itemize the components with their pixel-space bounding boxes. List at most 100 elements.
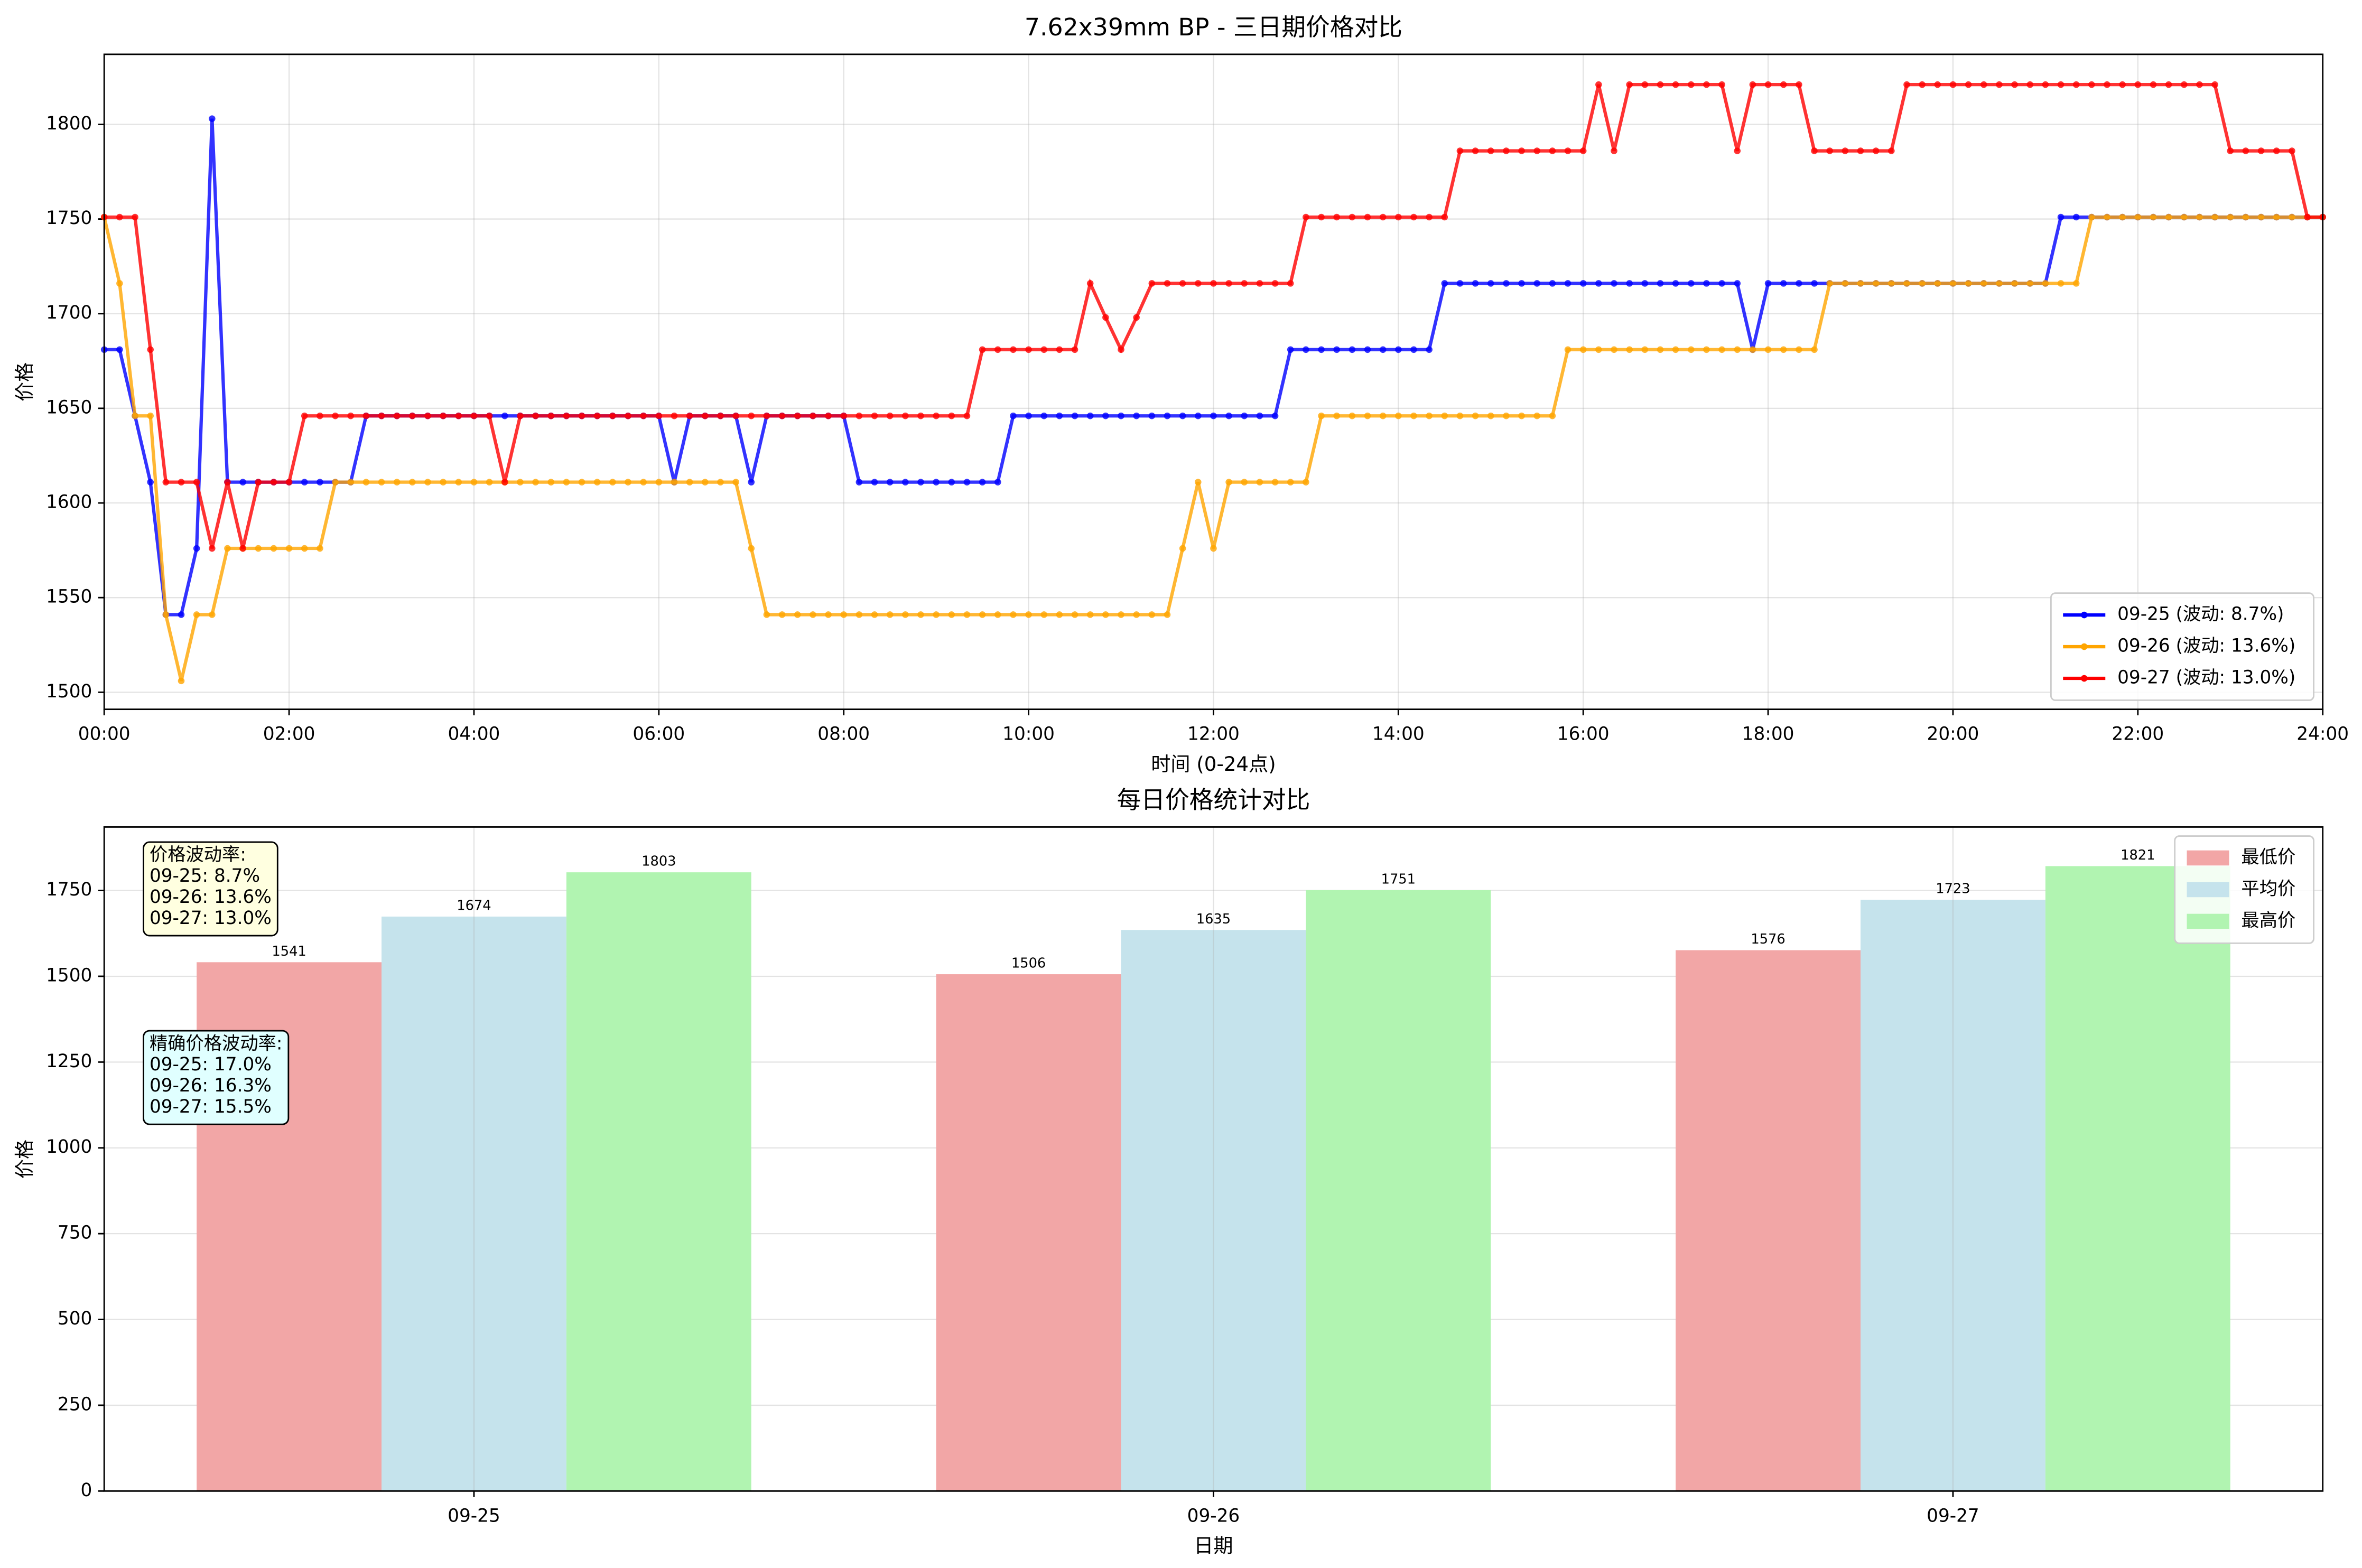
data-point (1857, 280, 1864, 287)
data-point (2273, 147, 2280, 154)
x-axis-label: 时间 (0-24点) (1151, 753, 1276, 776)
data-point (2026, 81, 2034, 88)
data-point (1441, 412, 1448, 419)
legend-label: 09-27 (波动: 13.0%) (2117, 667, 2295, 688)
data-point (193, 545, 200, 552)
data-point (1579, 346, 1587, 353)
data-point (440, 479, 447, 486)
data-point (1949, 280, 1957, 287)
data-point (855, 412, 863, 419)
y-axis-label: 价格 (13, 1140, 36, 1179)
data-point (178, 479, 185, 486)
x-tick-label: 06:00 (633, 724, 685, 745)
data-point (1611, 346, 1617, 353)
data-point (1564, 346, 1571, 353)
x-tick-label: 16:00 (1557, 724, 1610, 745)
annotation-text: 09-25: 17.0% (150, 1054, 272, 1075)
data-point (1764, 280, 1772, 287)
x-axis-label: 日期 (1194, 1535, 1233, 1557)
data-point (1949, 81, 1957, 88)
data-point (2242, 147, 2249, 154)
data-point (1241, 280, 1248, 287)
data-point (933, 412, 940, 419)
data-point (1349, 412, 1356, 419)
data-point (963, 412, 971, 419)
data-point (671, 479, 678, 486)
data-point (1503, 280, 1510, 287)
data-point (1672, 81, 1679, 88)
plot-frame (103, 826, 2324, 1492)
data-point (1318, 346, 1325, 353)
data-point (1641, 81, 1649, 88)
data-point (871, 479, 878, 486)
bar-value-label: 1821 (2121, 847, 2155, 863)
data-point (132, 213, 138, 221)
data-point (1842, 280, 1849, 287)
data-point (625, 412, 631, 419)
y-tick-label: 1750 (46, 208, 92, 229)
data-point (963, 479, 971, 486)
data-point (1287, 346, 1294, 353)
legend-label: 09-25 (波动: 8.7%) (2117, 604, 2284, 625)
data-point (1040, 412, 1048, 419)
data-point (317, 412, 323, 419)
data-point (2026, 280, 2034, 287)
data-point (1303, 479, 1309, 486)
data-point (1796, 81, 1802, 88)
data-point (1734, 280, 1741, 287)
data-point (1549, 147, 1556, 154)
data-point (1303, 213, 1309, 221)
x-tick-label: 09-27 (1927, 1505, 1979, 1526)
data-point (317, 479, 323, 486)
y-axis-label: 价格 (13, 362, 36, 402)
data-point (1857, 147, 1864, 154)
x-tick-label: 02:00 (263, 724, 315, 745)
data-point (1826, 280, 1833, 287)
data-point (378, 479, 385, 486)
y-tick-label: 1000 (46, 1136, 92, 1158)
data-point (1764, 81, 1772, 88)
data-point (686, 412, 693, 419)
y-tick-label: 1700 (46, 302, 92, 323)
data-point (1318, 213, 1325, 221)
y-tick-label: 0 (81, 1480, 92, 1501)
bar-value-label: 1723 (1936, 881, 1970, 897)
data-point (2057, 213, 2065, 221)
legend-marker (2080, 611, 2088, 619)
data-point (1195, 479, 1202, 486)
annotation-text: 价格波动率: (150, 844, 246, 865)
data-point (1518, 280, 1525, 287)
bar (1306, 890, 1491, 1491)
x-tick-label: 20:00 (1927, 724, 1979, 745)
data-point (224, 545, 231, 552)
data-point (2104, 213, 2110, 221)
y-tick-label: 250 (58, 1394, 92, 1415)
bar (1676, 950, 1861, 1491)
bar-value-label: 1576 (1751, 931, 1785, 947)
data-point (1749, 81, 1756, 88)
data-point (2196, 81, 2203, 88)
data-point (886, 611, 894, 618)
data-point (948, 611, 955, 618)
data-point (1025, 611, 1032, 618)
data-point (1472, 412, 1479, 419)
data-point (1364, 412, 1371, 419)
data-point (1456, 147, 1464, 154)
data-point (840, 412, 847, 419)
data-point (1210, 280, 1217, 287)
data-point (855, 479, 863, 486)
data-point (517, 412, 524, 419)
data-point (501, 412, 508, 419)
data-point (717, 479, 724, 486)
data-point (979, 611, 986, 618)
data-point (393, 412, 401, 419)
data-point (1980, 280, 1987, 287)
data-point (871, 611, 878, 618)
data-point (1934, 280, 1941, 287)
data-point (1010, 346, 1017, 353)
data-point (2119, 213, 2126, 221)
data-point (1303, 346, 1309, 353)
data-point (317, 545, 323, 552)
data-point (1225, 479, 1232, 486)
data-point (2011, 280, 2018, 287)
